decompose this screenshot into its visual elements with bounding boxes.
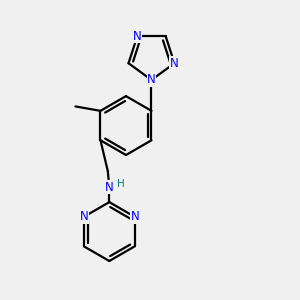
Text: H: H (117, 179, 124, 190)
Text: N: N (170, 57, 179, 70)
Text: N: N (130, 210, 139, 223)
Text: N: N (133, 30, 142, 43)
Text: N: N (105, 181, 114, 194)
Text: N: N (80, 210, 88, 223)
Text: N: N (147, 74, 156, 86)
